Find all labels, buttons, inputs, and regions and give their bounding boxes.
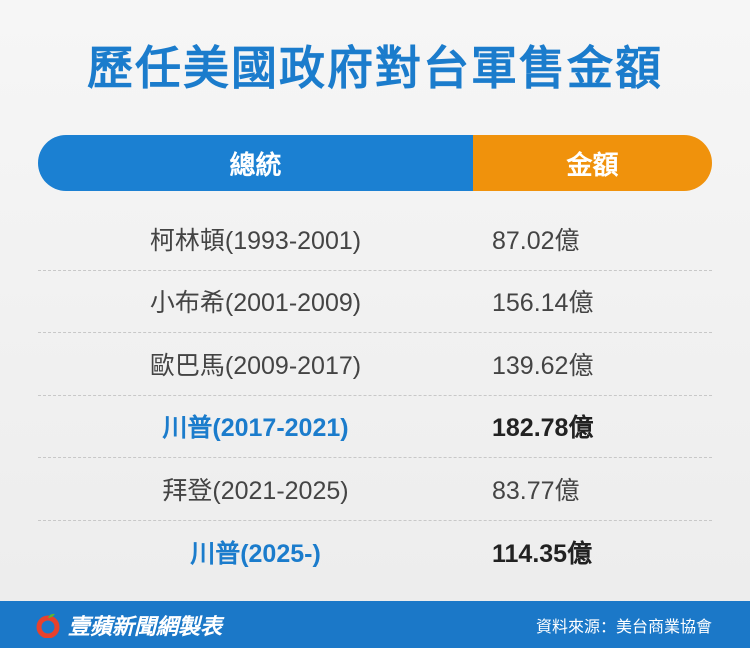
brand: 壹蘋新聞網製表: [36, 609, 222, 641]
president-cell: 歐巴馬(2009-2017): [149, 351, 362, 380]
amount-cell: 182.78億: [492, 414, 594, 443]
table-row: 拜登(2021-2025) 83.77億: [38, 458, 712, 521]
president-cell: 川普(2017-2021): [162, 414, 349, 443]
amount-cell: 83.77億: [492, 476, 580, 505]
table-row: 川普(2025-) 114.35億: [38, 521, 712, 584]
table-row: 歐巴馬(2009-2017) 139.62億: [38, 333, 712, 396]
footer: 壹蘋新聞網製表 資料來源：美台商業協會: [0, 601, 750, 648]
amount-cell: 114.35億: [492, 539, 593, 568]
president-cell: 川普(2025-): [190, 539, 321, 568]
source: 資料來源：美台商業協會: [535, 618, 712, 636]
president-cell: 小布希(2001-2009): [149, 289, 362, 318]
table-row: 小布希(2001-2009) 156.14億: [38, 271, 712, 333]
table-header: 總統 金額: [38, 135, 712, 191]
logo: [36, 613, 60, 638]
header-cell: 總統: [38, 135, 473, 191]
amount-cell: 156.14億: [492, 289, 594, 318]
president-cell: 拜登(2021-2025): [162, 476, 349, 505]
header-cell: 金額: [473, 135, 712, 191]
president-cell: 柯林頓(1993-2001): [149, 226, 362, 255]
table-row: 柯林頓(1993-2001) 87.02億: [38, 208, 712, 271]
amount-cell: 87.02億: [492, 226, 580, 255]
brand-text: 壹蘋新聞網製表: [68, 613, 223, 639]
table-body: 柯林頓(1993-2001) 87.02億小布希(2001-2009) 156.14…: [38, 208, 712, 583]
title: 歷任美國政府對台軍售金額: [87, 42, 663, 94]
amount-cell: 139.62億: [492, 351, 594, 380]
table-row: 川普(2017-2021) 182.78億: [38, 396, 712, 458]
